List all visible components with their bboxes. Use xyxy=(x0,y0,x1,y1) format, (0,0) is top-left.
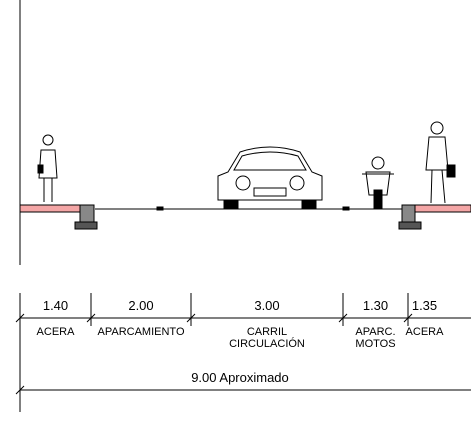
segment-width: 3.00 xyxy=(254,298,279,313)
left-footing xyxy=(74,221,98,230)
segment-label: ACERA xyxy=(37,326,76,338)
tick xyxy=(186,313,196,323)
left-curb xyxy=(79,204,95,223)
pedestrian-man xyxy=(425,121,456,204)
road-marker xyxy=(156,206,164,211)
tick xyxy=(86,313,96,323)
segment-width: 1.30 xyxy=(363,298,388,313)
tick xyxy=(403,313,413,323)
right-curb xyxy=(401,204,416,223)
segment-label: CIRCULACIÓN xyxy=(229,337,305,350)
segment-label: ACERA xyxy=(406,326,445,338)
segment-label: MOTOS xyxy=(355,338,395,350)
pedestrian-woman xyxy=(37,134,58,202)
right-footing xyxy=(398,221,422,230)
car xyxy=(217,146,323,210)
segment-label: APARC. xyxy=(355,326,395,338)
road-marker xyxy=(342,206,350,211)
segment-label: APARCAMIENTO xyxy=(98,326,185,338)
segment-label: CARRIL xyxy=(247,326,287,338)
motorcycle xyxy=(362,156,394,210)
total-label: 9.00 Aproximado xyxy=(191,370,289,385)
right-sidewalk xyxy=(414,204,471,213)
segment-width: 1.35 xyxy=(412,298,437,313)
segment-width: 1.40 xyxy=(43,298,68,313)
tick xyxy=(15,313,25,323)
tick xyxy=(15,385,25,395)
tick xyxy=(338,313,348,323)
left-sidewalk xyxy=(19,204,81,213)
segment-width: 2.00 xyxy=(128,298,153,313)
